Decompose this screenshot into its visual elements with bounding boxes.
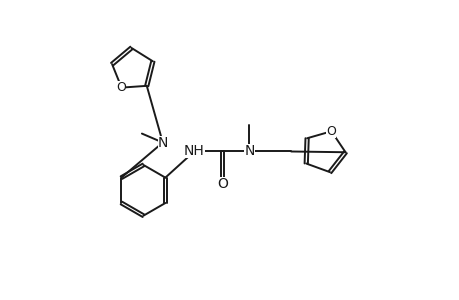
Text: O: O (217, 177, 228, 191)
Text: N: N (244, 145, 254, 158)
Text: O: O (326, 125, 336, 138)
Text: NH: NH (184, 145, 204, 158)
Text: N: N (157, 136, 168, 149)
Text: O: O (117, 81, 126, 94)
